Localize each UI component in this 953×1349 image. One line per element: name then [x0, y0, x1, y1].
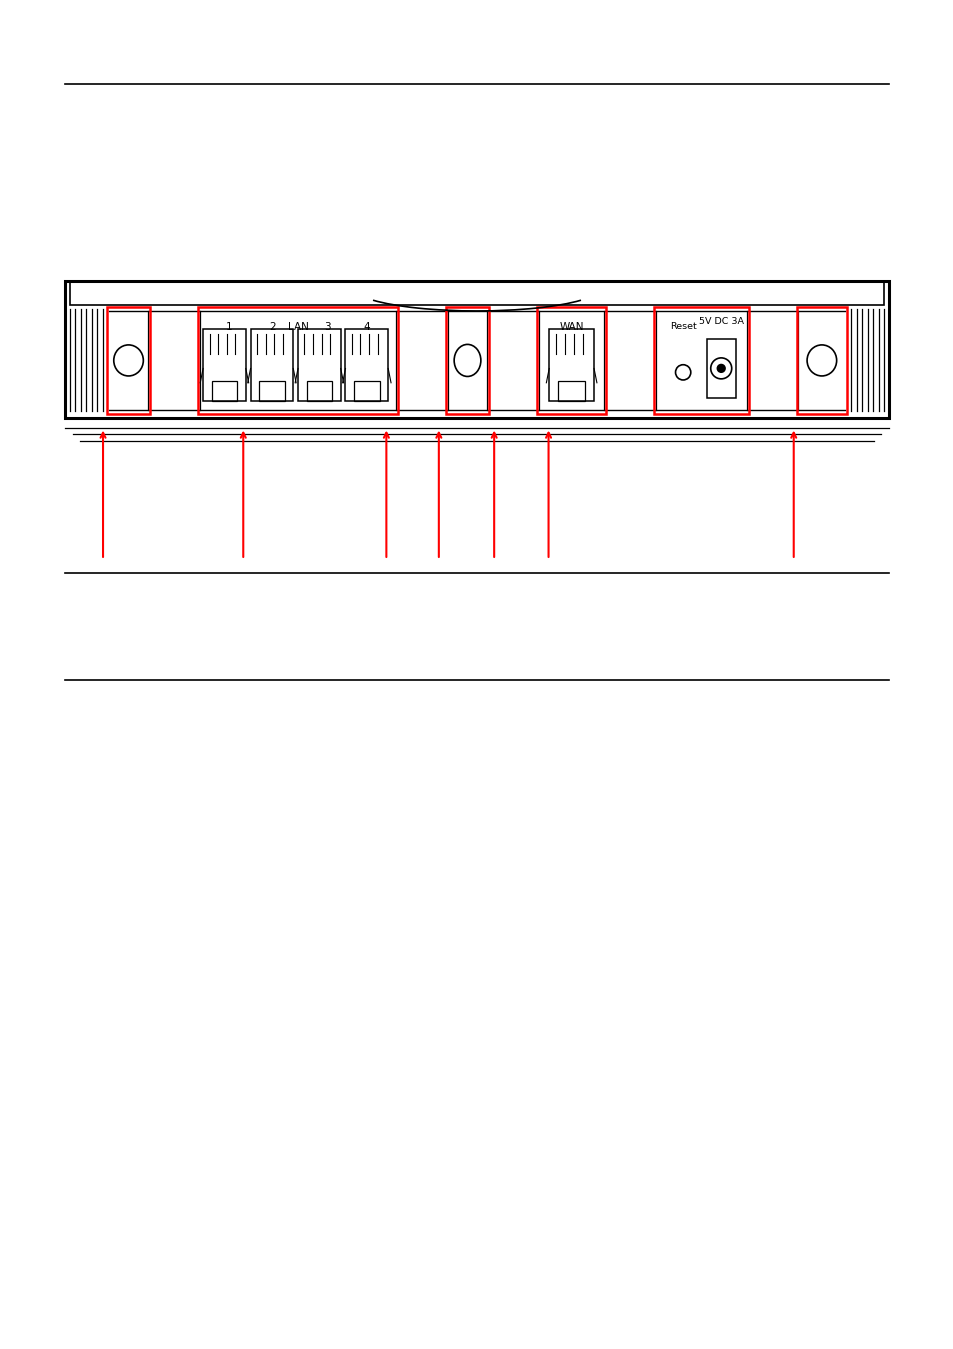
- Bar: [203, 329, 246, 401]
- Bar: [198, 306, 397, 414]
- Text: 4: 4: [363, 322, 370, 332]
- Text: 2: 2: [269, 322, 275, 332]
- Bar: [306, 380, 332, 401]
- Bar: [259, 380, 284, 401]
- Text: WAN: WAN: [558, 322, 583, 332]
- Text: 1: 1: [226, 322, 233, 332]
- Bar: [345, 329, 388, 401]
- Text: 5V DC 3A: 5V DC 3A: [698, 317, 743, 326]
- Bar: [107, 306, 151, 414]
- Bar: [796, 306, 846, 414]
- Bar: [537, 306, 605, 414]
- Bar: [70, 281, 883, 305]
- Text: 3: 3: [324, 322, 331, 332]
- Bar: [251, 329, 293, 401]
- Text: LAN: LAN: [287, 322, 308, 332]
- Bar: [706, 339, 735, 398]
- Ellipse shape: [717, 364, 724, 372]
- Bar: [65, 281, 888, 418]
- Bar: [297, 329, 340, 401]
- Bar: [558, 380, 584, 401]
- Bar: [445, 306, 489, 414]
- Bar: [212, 380, 237, 401]
- Bar: [549, 329, 594, 401]
- Bar: [654, 306, 748, 414]
- Text: Reset: Reset: [669, 322, 696, 332]
- Bar: [354, 380, 379, 401]
